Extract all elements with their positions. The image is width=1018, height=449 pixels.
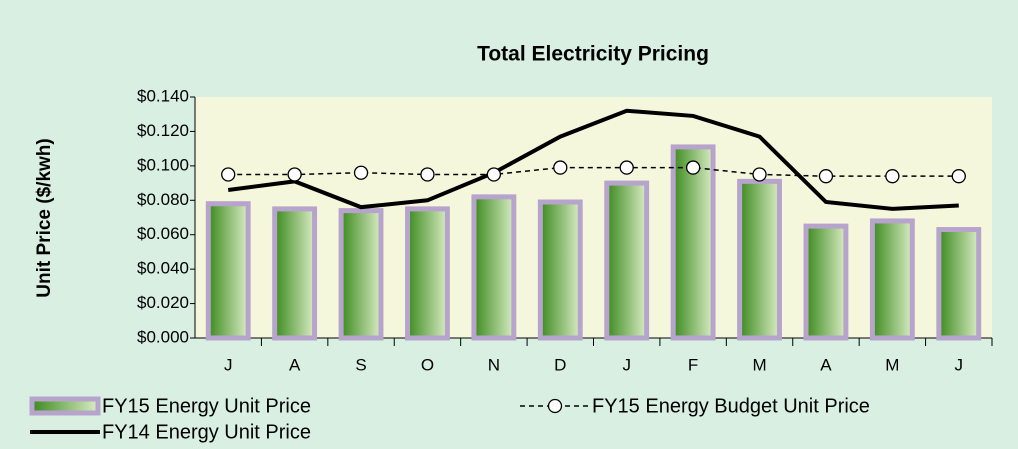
y-tick-label: $0.060 xyxy=(137,224,189,243)
y-tick-label: $0.100 xyxy=(137,155,189,174)
x-tick-label: O xyxy=(421,355,434,374)
bar xyxy=(471,194,517,341)
legend-marker xyxy=(547,398,563,414)
x-tick-label: A xyxy=(289,355,301,374)
bar xyxy=(803,223,849,341)
budget-point xyxy=(553,160,568,175)
x-tick-label: S xyxy=(355,355,366,374)
x-tick-label: J xyxy=(955,355,964,374)
budget-point xyxy=(287,167,302,182)
budget-point xyxy=(685,160,701,175)
fy14-line xyxy=(227,108,959,211)
x-tick-label: M xyxy=(885,355,899,374)
budget-point xyxy=(885,169,900,184)
bar xyxy=(338,208,384,341)
x-tick-label: D xyxy=(554,355,566,374)
x-tick-label: N xyxy=(488,355,500,374)
bar xyxy=(869,218,915,341)
bar xyxy=(272,206,318,341)
budget-line xyxy=(228,166,959,177)
y-tick-label: $0.000 xyxy=(137,327,189,346)
budget-point xyxy=(752,167,767,182)
plot-area xyxy=(195,97,992,338)
x-tick-label: M xyxy=(752,355,766,374)
bar xyxy=(936,227,982,341)
bar xyxy=(205,201,251,341)
budget-point xyxy=(221,167,236,182)
y-tick-label: $0.020 xyxy=(137,293,189,312)
legend-label: FY15 Energy Budget Unit Price xyxy=(592,395,870,417)
budget-point xyxy=(818,169,834,184)
legend-swatch xyxy=(29,396,101,416)
bar xyxy=(537,199,583,341)
budget-point xyxy=(353,165,369,180)
bar xyxy=(405,206,450,341)
y-tick-label: $0.040 xyxy=(137,259,189,278)
legend-label: FY14 Energy Unit Price xyxy=(102,421,311,443)
y-axis-label: Unit Price ($/kwh) xyxy=(34,138,55,297)
x-tick-label: J xyxy=(224,355,233,374)
budget-point xyxy=(951,169,966,184)
budget-point xyxy=(420,167,435,182)
y-tick-label: $0.080 xyxy=(137,190,189,209)
bar xyxy=(737,178,782,341)
bar xyxy=(670,144,716,341)
x-tick-label: F xyxy=(688,355,698,374)
x-tick-label: A xyxy=(820,355,832,374)
bar xyxy=(604,180,650,341)
y-tick-label: $0.120 xyxy=(137,121,189,140)
y-tick-label: $0.140 xyxy=(137,86,189,105)
legend-label: FY15 Energy Unit Price xyxy=(102,395,311,417)
chart-title: Total Electricity Pricing xyxy=(477,43,709,66)
budget-point xyxy=(619,160,634,175)
budget-point xyxy=(486,167,502,182)
x-tick-label: J xyxy=(622,355,631,374)
